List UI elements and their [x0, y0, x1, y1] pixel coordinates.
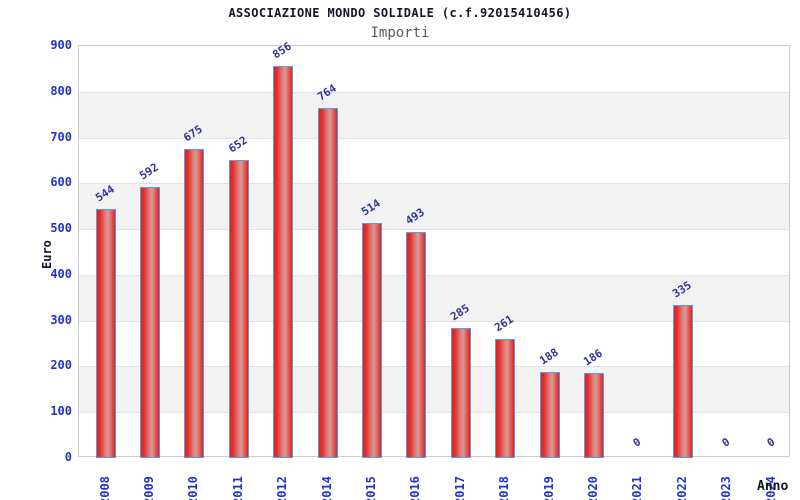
y-tick-label: 600 — [50, 175, 72, 190]
bar — [273, 66, 294, 458]
chart-title: ASSOCIAZIONE MONDO SOLIDALE (c.f.9201541… — [228, 6, 572, 20]
x-tick-label: 2015 — [363, 476, 378, 500]
y-tick-label: 500 — [50, 221, 72, 236]
y-tick-label: 100 — [50, 404, 72, 419]
bar — [495, 338, 516, 458]
x-tick-label: 2020 — [585, 476, 600, 500]
x-tick-label: 2012 — [275, 476, 290, 500]
x-tick-label: 2017 — [452, 476, 467, 500]
y-tick-label: 200 — [50, 358, 72, 373]
bar — [228, 159, 249, 458]
gridline — [79, 229, 789, 231]
y-tick-label: 300 — [50, 312, 72, 327]
gridline — [79, 91, 789, 93]
gridline — [79, 320, 789, 322]
bar — [672, 304, 693, 458]
bar — [95, 208, 116, 458]
gridline — [79, 183, 789, 185]
x-tick-label: 2019 — [541, 476, 556, 500]
bar — [317, 108, 338, 458]
x-tick-label: 2011 — [230, 476, 245, 500]
x-axis-label: Anno — [757, 479, 789, 494]
x-tick-label: 2018 — [497, 476, 512, 500]
y-tick-label: 800 — [50, 83, 72, 98]
y-tick-label: 700 — [50, 129, 72, 144]
bar — [406, 232, 427, 458]
bar — [450, 327, 471, 458]
bar — [539, 371, 560, 458]
x-tick-label: 2009 — [141, 476, 156, 500]
x-tick-label: 2016 — [408, 476, 423, 500]
x-tick-label: 2021 — [630, 476, 645, 500]
plot-band — [79, 91, 789, 138]
gridline — [79, 366, 789, 368]
chart-subtitle: Importi — [370, 25, 430, 41]
bar — [361, 222, 382, 458]
bar — [139, 186, 160, 458]
gridline — [79, 412, 789, 414]
gridline — [79, 274, 789, 276]
plot-area — [78, 45, 790, 458]
y-tick-label: 400 — [50, 266, 72, 281]
x-tick-label: 2010 — [186, 476, 201, 500]
bar — [583, 372, 604, 458]
y-tick-label: 0 — [64, 450, 72, 464]
x-tick-label: 2022 — [674, 476, 689, 500]
y-tick-label: 900 — [50, 38, 72, 52]
bar — [184, 149, 205, 458]
gridline — [79, 137, 789, 139]
x-tick-label: 2014 — [319, 476, 334, 500]
x-tick-label: 2023 — [719, 476, 734, 500]
x-tick-label: 2008 — [97, 476, 112, 500]
